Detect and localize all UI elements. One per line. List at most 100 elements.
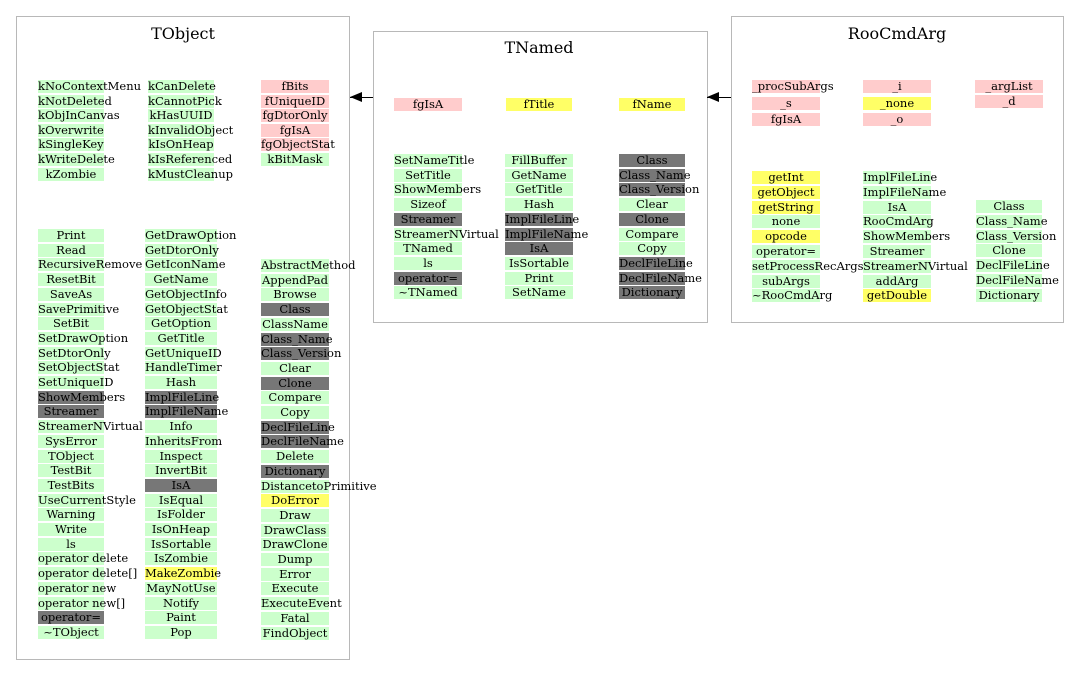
- member-executeevent: ExecuteEvent: [261, 596, 342, 610]
- member-isa: IsA: [505, 242, 573, 255]
- member-setname: SetName: [505, 286, 573, 299]
- data-member-fgisa: fgIsA: [394, 98, 462, 111]
- member-koverwrite: kOverwrite: [38, 123, 104, 137]
- member-implfileline: ImplFileLine: [145, 390, 220, 404]
- member-kinvalidobject: kInvalidObject: [148, 123, 234, 137]
- data-member-fgisa: fgIsA: [261, 124, 329, 137]
- member-setobjectstat: SetObjectStat: [38, 360, 120, 374]
- member-delete: Delete: [261, 450, 329, 463]
- member-findobject: FindObject: [261, 626, 329, 640]
- member-getoption: GetOption: [145, 317, 217, 330]
- member-getobjectinfo: GetObjectInfo: [145, 287, 227, 301]
- data-member-funiqueid: fUniqueID: [261, 95, 329, 108]
- member-dump: Dump: [261, 553, 329, 566]
- member-operator: operator=: [38, 611, 104, 624]
- member-declfileline: DeclFileLine: [261, 420, 335, 434]
- member-clone: Clone: [261, 377, 329, 390]
- data-member-fname: fName: [619, 98, 685, 111]
- inheritance-arrow: [707, 97, 731, 98]
- member-roocmdarg: ~RooCmdArg: [752, 288, 833, 302]
- member-streamer: Streamer: [863, 245, 931, 258]
- member-execute: Execute: [261, 582, 329, 595]
- member-implfilename: ImplFileName: [145, 404, 229, 418]
- member-setbit: SetBit: [38, 317, 104, 330]
- member-issortable: IsSortable: [505, 257, 573, 270]
- member-getint: getInt: [752, 171, 820, 184]
- member-subargs: subArgs: [752, 275, 820, 288]
- member-kcannotpick: kCannotPick: [148, 94, 222, 108]
- class-title: TNamed: [504, 38, 574, 57]
- member-opcode: opcode: [752, 230, 820, 243]
- member-info: Info: [145, 420, 217, 433]
- member-khasuuid: kHasUUID: [148, 108, 214, 122]
- member-getdrawoption: GetDrawOption: [145, 228, 237, 242]
- member-knocontextmenu: kNoContextMenu: [38, 79, 142, 93]
- member-isfolder: IsFolder: [145, 508, 217, 521]
- member-getobjectstat: GetObjectStat: [145, 302, 228, 316]
- member-operator: operator=: [394, 272, 462, 285]
- member-copy: Copy: [261, 406, 329, 419]
- member-kbitmask: kBitMask: [261, 153, 329, 166]
- member-class: Class: [976, 200, 1042, 213]
- member-clone: Clone: [619, 213, 685, 226]
- member-print: Print: [505, 272, 573, 285]
- member-none: _none: [863, 97, 931, 110]
- member-resetbit: ResetBit: [38, 273, 104, 286]
- member-maynotuse: MayNotUse: [145, 581, 217, 595]
- member-getstring: getString: [752, 201, 820, 214]
- member-operator-new: operator new: [38, 581, 117, 595]
- member-appendpad: AppendPad: [261, 273, 329, 287]
- member-implfilename: ImplFileName: [863, 185, 947, 199]
- member-addarg: addArg: [863, 275, 931, 288]
- member-getname: GetName: [145, 273, 217, 286]
- member-geticonname: GetIconName: [145, 257, 226, 271]
- member-read: Read: [38, 244, 104, 257]
- data-member-i: _i: [863, 80, 931, 93]
- member-getdtoronly: GetDtorOnly: [145, 243, 219, 257]
- member-dictionary: Dictionary: [261, 465, 329, 478]
- member-ksinglekey: kSingleKey: [38, 137, 104, 151]
- member-tnamed: ~TNamed: [394, 286, 462, 299]
- member-declfileline: DeclFileLine: [976, 258, 1050, 272]
- member-draw: Draw: [261, 509, 329, 522]
- member-fatal: Fatal: [261, 612, 329, 625]
- data-member-fgobjectstat: fgObjectStat: [261, 137, 335, 151]
- member-streamernvirtual: StreamerNVirtual: [394, 227, 499, 241]
- member-declfileline: DeclFileLine: [619, 256, 693, 270]
- member-hash: Hash: [505, 198, 573, 211]
- member-warning: Warning: [38, 508, 104, 521]
- member-getuniqueid: GetUniqueID: [145, 346, 222, 360]
- member-class-name: Class_Name: [261, 332, 333, 346]
- member-class-name: Class_Name: [619, 168, 691, 182]
- arrowhead-icon: [707, 92, 719, 102]
- member-getdouble: getDouble: [863, 289, 931, 302]
- member-class-name: Class_Name: [976, 214, 1048, 228]
- member-operator-delete: operator delete[]: [38, 566, 138, 580]
- member-class-version: Class_Version: [261, 346, 342, 360]
- member-isa: IsA: [145, 479, 217, 492]
- member-setdtoronly: SetDtorOnly: [38, 346, 111, 360]
- member-compare: Compare: [619, 228, 685, 241]
- member-paint: Paint: [145, 611, 217, 624]
- member-gettitle: GetTitle: [145, 332, 217, 345]
- member-clear: Clear: [261, 362, 329, 375]
- member-kzombie: kZombie: [38, 168, 104, 181]
- member-class-version: Class_Version: [976, 229, 1057, 243]
- member-getname: GetName: [505, 169, 573, 182]
- class-title: RooCmdArg: [847, 24, 947, 43]
- member-compare: Compare: [261, 391, 329, 404]
- member-syserror: SysError: [38, 435, 104, 448]
- member-showmembers: ShowMembers: [394, 182, 482, 196]
- member-declfilename: DeclFileName: [619, 271, 702, 285]
- member-implfilename: ImplFileName: [505, 227, 589, 241]
- member-invertbit: InvertBit: [145, 464, 217, 477]
- member-write: Write: [38, 523, 104, 536]
- member-none: none: [752, 215, 820, 228]
- member-declfilename: DeclFileName: [261, 434, 344, 448]
- data-member-procsubargs: _procSubArgs: [752, 79, 834, 93]
- member-kcandelete: kCanDelete: [148, 79, 216, 93]
- member-saveprimitive: SavePrimitive: [38, 302, 120, 316]
- member-isequal: IsEqual: [145, 494, 217, 507]
- member-handletimer: HandleTimer: [145, 360, 222, 374]
- member-operator: operator=: [752, 245, 820, 258]
